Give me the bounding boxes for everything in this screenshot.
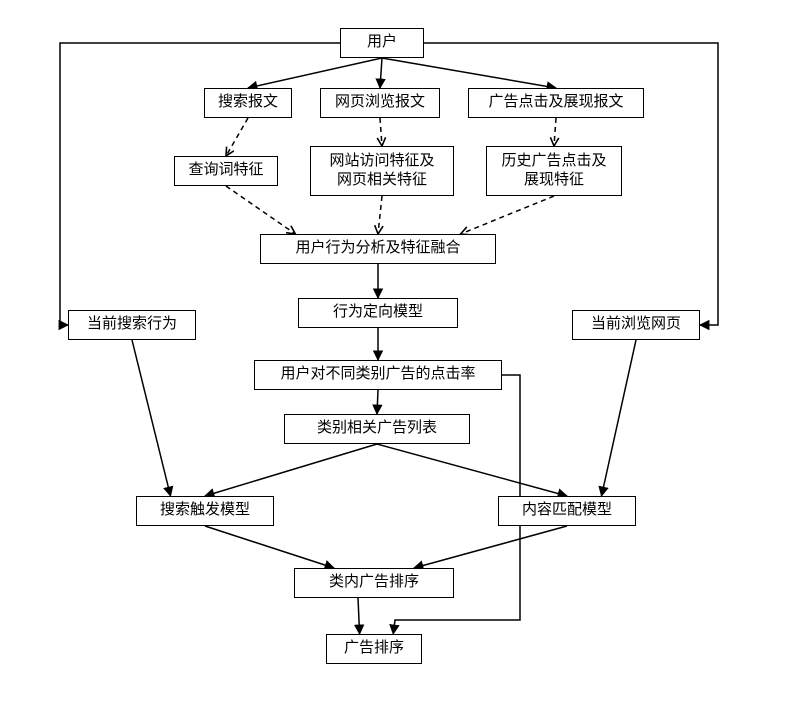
node-user: 用户 (340, 28, 424, 58)
node-label: 网站访问特征及网页相关特征 (329, 152, 434, 191)
node-hist_feat: 历史广告点击及展现特征 (486, 146, 622, 196)
node-label: 广告点击及展现报文 (488, 93, 623, 113)
node-label: 当前浏览网页 (591, 315, 681, 335)
node-content_model: 内容匹配模型 (498, 496, 636, 526)
node-ad_click_msg: 广告点击及展现报文 (468, 88, 644, 118)
node-intra_rank: 类内广告排序 (294, 568, 454, 598)
node-query_feat: 查询词特征 (174, 156, 278, 186)
node-label: 用户行为分析及特征融合 (295, 239, 460, 259)
node-cur_page: 当前浏览网页 (572, 310, 700, 340)
node-behav_model: 行为定向模型 (298, 298, 458, 328)
node-label: 网页浏览报文 (335, 93, 425, 113)
node-cur_search: 当前搜索行为 (68, 310, 196, 340)
node-label: 用户对不同类别广告的点击率 (280, 365, 475, 385)
node-label: 行为定向模型 (333, 303, 423, 323)
node-ad_rank: 广告排序 (326, 634, 422, 664)
node-ctr: 用户对不同类别广告的点击率 (254, 360, 502, 390)
node-browse_msg: 网页浏览报文 (320, 88, 440, 118)
node-label: 当前搜索行为 (87, 315, 177, 335)
node-label: 搜索触发模型 (160, 501, 250, 521)
node-label: 广告排序 (344, 639, 404, 659)
node-label: 用户 (367, 33, 397, 53)
node-site_feat: 网站访问特征及网页相关特征 (310, 146, 454, 196)
node-fusion: 用户行为分析及特征融合 (260, 234, 496, 264)
node-label: 查询词特征 (188, 161, 263, 181)
node-label: 类内广告排序 (329, 573, 419, 593)
node-search_model: 搜索触发模型 (136, 496, 274, 526)
node-search_msg: 搜索报文 (204, 88, 292, 118)
node-label: 历史广告点击及展现特征 (501, 152, 606, 191)
node-label: 搜索报文 (218, 93, 278, 113)
node-cat_ad_list: 类别相关广告列表 (284, 414, 470, 444)
node-label: 内容匹配模型 (522, 501, 612, 521)
node-label: 类别相关广告列表 (317, 419, 437, 439)
